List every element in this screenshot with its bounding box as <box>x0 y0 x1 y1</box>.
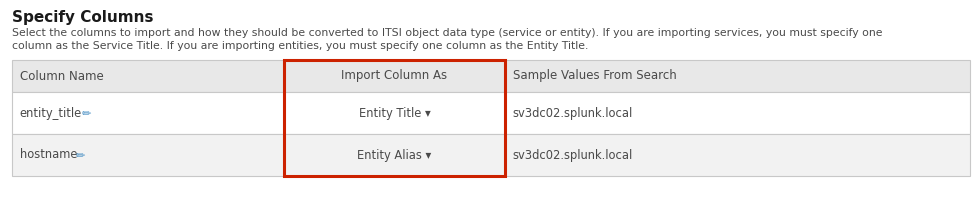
Text: Entity Title ▾: Entity Title ▾ <box>359 106 430 120</box>
Bar <box>12 92 970 134</box>
Text: Sample Values From Search: Sample Values From Search <box>513 70 676 82</box>
Text: Column Name: Column Name <box>20 70 104 82</box>
Bar <box>12 60 970 92</box>
Text: Specify Columns: Specify Columns <box>12 10 153 25</box>
Text: entity_title: entity_title <box>20 106 82 120</box>
Text: hostname: hostname <box>20 148 77 162</box>
Text: ✏: ✏ <box>81 109 91 119</box>
Text: Select the columns to import and how they should be converted to ITSI object dat: Select the columns to import and how the… <box>12 28 882 38</box>
Text: sv3dc02.splunk.local: sv3dc02.splunk.local <box>513 148 633 162</box>
Text: ✏: ✏ <box>75 151 85 161</box>
Text: Entity Alias ▾: Entity Alias ▾ <box>358 148 431 162</box>
Text: Import Column As: Import Column As <box>341 70 448 82</box>
Text: column as the Service Title. If you are importing entities, you must specify one: column as the Service Title. If you are … <box>12 41 588 51</box>
Bar <box>284 60 505 176</box>
Text: sv3dc02.splunk.local: sv3dc02.splunk.local <box>513 106 633 120</box>
Bar <box>12 134 970 176</box>
